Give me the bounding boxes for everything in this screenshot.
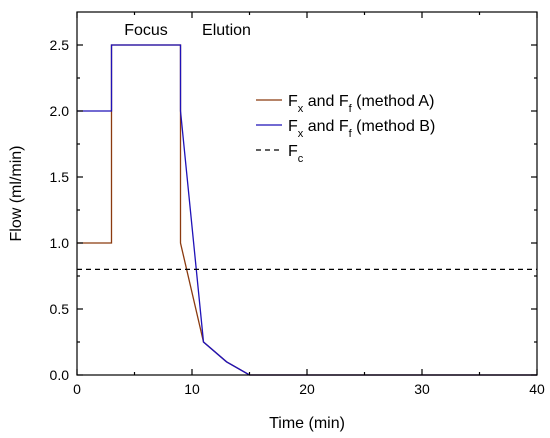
y-tick-label: 0.5	[50, 301, 70, 317]
plot-frame	[76, 11, 538, 376]
series-line-2	[77, 44, 537, 376]
legend: Fx and Ff (method A) Fx and Ff (method B)…	[256, 93, 435, 165]
legend-label-2: Fx and Ff (method B)	[288, 118, 435, 140]
x-tick-label: 30	[414, 381, 430, 397]
y-axis-title: Flow (ml/min)	[8, 146, 25, 242]
annotations: Focus Elution	[124, 22, 251, 39]
x-tick-label: 0	[73, 381, 81, 397]
legend-label-3: Fc	[288, 143, 304, 165]
axis-ticks: 0 10 20 30 40 0.0 0.5 1.0 1.5 2.0 2.5	[50, 12, 545, 397]
y-tick-label: 2.0	[50, 103, 70, 119]
series-lines	[77, 44, 537, 376]
x-tick-label: 10	[184, 381, 200, 397]
y-tick-label: 2.5	[50, 37, 70, 53]
annotation-2: Elution	[202, 22, 251, 39]
y-tick-label: 0.0	[50, 367, 70, 383]
y-tick-label: 1.5	[50, 169, 70, 185]
annotation-1: Focus	[124, 22, 168, 39]
x-axis-title: Time (min)	[269, 415, 345, 432]
x-tick-label: 40	[529, 381, 545, 397]
x-tick-label: 20	[299, 381, 315, 397]
y-tick-label: 1.0	[50, 235, 70, 251]
legend-label-1: Fx and Ff (method A)	[288, 93, 434, 115]
